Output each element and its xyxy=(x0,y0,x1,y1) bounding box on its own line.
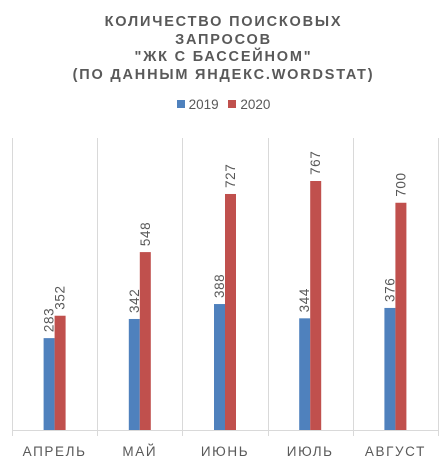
legend-swatch-2020 xyxy=(228,100,237,108)
bar-2020-3 xyxy=(310,181,322,430)
bar-2019-0 xyxy=(43,338,55,430)
data-label-2020-2: 727 xyxy=(223,164,238,188)
bar-2020-4 xyxy=(395,202,407,430)
category-label-0: АПРЕЛЬ xyxy=(23,444,87,459)
category-label-3: ИЮЛЬ xyxy=(287,444,334,459)
bar-2020-2 xyxy=(225,193,236,430)
data-label-2020-0: 352 xyxy=(53,285,68,309)
legend-item-2020: 2020 xyxy=(228,97,270,112)
chart-title: КОЛИЧЕСТВО ПОИСКОВЫХ ЗАПРОСОВ "ЖК С БАСС… xyxy=(0,14,447,84)
data-label-2019-2: 388 xyxy=(212,274,227,298)
data-label-2020-1: 548 xyxy=(138,222,153,246)
legend-label-2020: 2020 xyxy=(240,96,271,112)
bar-2020-1 xyxy=(139,252,151,430)
bar-2020-0 xyxy=(54,315,66,430)
data-label-2019-1: 342 xyxy=(127,289,142,313)
data-label-2020-4: 700 xyxy=(393,172,408,196)
category-label-1: МАЙ xyxy=(122,444,157,459)
bar-2019-4 xyxy=(384,307,396,430)
data-label-2019-3: 344 xyxy=(297,288,312,312)
category-label-4: АВГУСТ xyxy=(365,444,426,459)
category-label-2: ИЮНЬ xyxy=(201,444,249,459)
bar-2019-2 xyxy=(214,304,225,430)
chart-title-line-1: КОЛИЧЕСТВО ПОИСКОВЫХ xyxy=(104,14,343,30)
bar-2019-1 xyxy=(128,318,140,430)
chart-legend: 2019 2020 xyxy=(0,96,447,114)
bar-2019-3 xyxy=(299,318,311,430)
legend-label-2019: 2019 xyxy=(188,96,219,112)
data-label-2019-4: 376 xyxy=(382,278,397,302)
chart-title-line-3: "ЖК С БАССЕЙНОМ" xyxy=(134,49,313,65)
chart-title-line-2: ЗАПРОСОВ xyxy=(175,31,272,48)
data-label-2019-0: 283 xyxy=(42,308,57,332)
data-label-2020-3: 767 xyxy=(308,151,323,175)
legend-swatch-2019 xyxy=(176,100,185,108)
chart-title-line-4: (ПО ДАННЫМ ЯНДЕКС.WORDSTAT) xyxy=(72,66,375,83)
legend-item-2019: 2019 xyxy=(176,96,219,112)
